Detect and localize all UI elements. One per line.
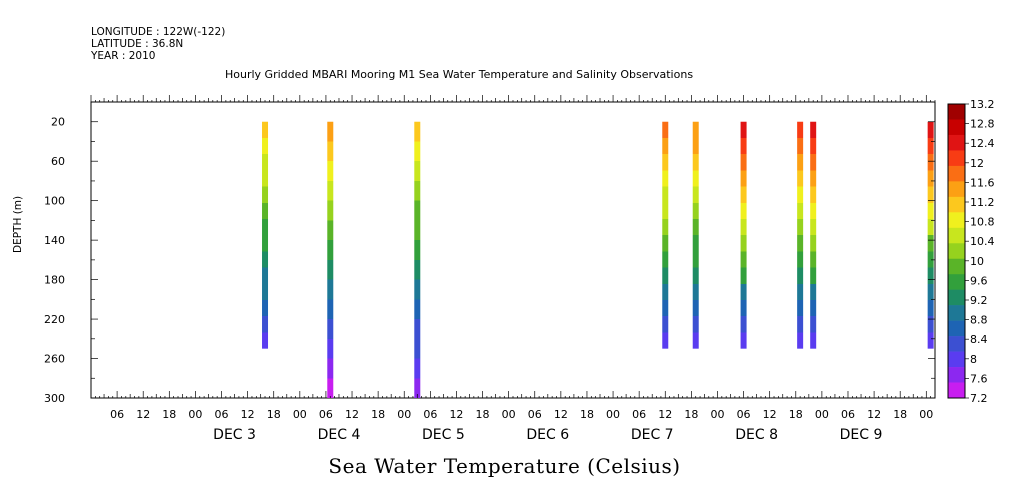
x-tick-label: 18 — [371, 408, 385, 421]
colorbar-swatch — [948, 227, 965, 244]
x-tick-label: 06 — [319, 408, 333, 421]
x-tick-label: 06 — [632, 408, 646, 421]
y-tick-label: 100 — [44, 195, 65, 208]
colorbar-label: 10 — [970, 255, 984, 268]
colorbar-swatch — [948, 150, 965, 167]
colorbar-swatch — [948, 367, 965, 383]
profile-column — [414, 121, 421, 398]
colorbar-swatch — [948, 165, 965, 182]
y-tick-label: 20 — [51, 116, 65, 129]
colorbar-label: 7.6 — [970, 372, 988, 385]
colorbar-label: 8.8 — [970, 314, 988, 327]
y-tick-label: 220 — [44, 313, 65, 326]
colorbar-swatch — [948, 134, 965, 151]
y-tick-label: 140 — [44, 234, 65, 247]
longitude-label: LONGITUDE : 122W(-122) — [91, 26, 226, 38]
x-tick-label: 18 — [162, 408, 176, 421]
x-tick-label: 12 — [554, 408, 568, 421]
x-tick-label: 00 — [710, 408, 724, 421]
colorbar-swatch — [948, 351, 965, 368]
x-tick-label: 12 — [345, 408, 359, 421]
y-tick-label: 180 — [44, 274, 65, 287]
x-tick-label: 12 — [867, 408, 881, 421]
x-tick-label: 06 — [528, 408, 542, 421]
colorbar-label: 13.2 — [970, 98, 995, 111]
colorbar-label: 12.8 — [970, 118, 995, 131]
colorbar-swatch — [948, 336, 965, 352]
profile-column — [810, 121, 817, 349]
day-label: DEC 4 — [318, 427, 361, 443]
day-label: DEC 5 — [422, 427, 465, 443]
colorbar-label: 7.2 — [970, 392, 988, 405]
colorbar-label: 8.4 — [970, 333, 988, 346]
profile-column — [692, 121, 699, 349]
latitude-label: LATITUDE : 36.8N — [91, 38, 184, 50]
profile-column — [927, 121, 934, 349]
x-tick-label: 18 — [684, 408, 698, 421]
x-tick-label: 18 — [267, 408, 281, 421]
x-tick-label: 00 — [815, 408, 829, 421]
colorbar-label: 10.8 — [970, 216, 995, 229]
colorbar-swatch — [948, 243, 965, 260]
profile-column — [797, 121, 804, 349]
plot-area — [90, 101, 936, 399]
x-tick-label: 00 — [293, 408, 307, 421]
day-label: DEC 6 — [526, 427, 569, 443]
day-label: DEC 9 — [840, 427, 883, 443]
x-tick-label: 12 — [136, 408, 150, 421]
x-tick-label: 00 — [919, 408, 933, 421]
x-tick-label: 12 — [241, 408, 255, 421]
y-tick-label: 60 — [51, 155, 65, 168]
colorbar-swatch — [948, 104, 965, 120]
colorbar-swatch — [948, 181, 965, 198]
colorbar-label: 11.2 — [970, 196, 995, 209]
day-label: DEC 7 — [631, 427, 674, 443]
x-tick-label: 18 — [893, 408, 907, 421]
colorbar-label: 12 — [970, 157, 984, 170]
colorbar-swatch — [948, 119, 965, 136]
colorbar-swatch — [948, 382, 965, 399]
x-tick-label: 18 — [789, 408, 803, 421]
profile-column — [327, 121, 334, 398]
colorbar-label: 11.6 — [970, 176, 995, 189]
colorbar-swatch — [948, 289, 965, 306]
colorbar-swatch — [948, 258, 965, 275]
colorbar-frame — [947, 103, 966, 399]
x-tick-label: 18 — [476, 408, 490, 421]
colorbar-swatch — [948, 320, 965, 337]
x-tick-label: 06 — [215, 408, 229, 421]
x-tick-label: 00 — [502, 408, 516, 421]
x-tick-label: 00 — [188, 408, 202, 421]
day-label: DEC 8 — [735, 427, 778, 443]
y-tick-label: 260 — [44, 353, 65, 366]
x-tick-label: 12 — [658, 408, 672, 421]
x-tick-label: 00 — [397, 408, 411, 421]
chart-title: Hourly Gridded MBARI Mooring M1 Sea Wate… — [225, 68, 694, 81]
profile-column — [740, 121, 747, 349]
profile-column — [262, 121, 269, 349]
colorbar-swatch — [948, 274, 965, 290]
x-tick-label: 18 — [580, 408, 594, 421]
x-tick-label: 12 — [763, 408, 777, 421]
colorbar-swatch — [948, 305, 965, 321]
y-tick-label: 300 — [44, 392, 65, 405]
colorbar-label: 12.4 — [970, 137, 995, 150]
colorbar-label: 8 — [970, 353, 977, 366]
year-label: YEAR : 2010 — [91, 50, 156, 62]
variable-title: Sea Water Temperature (Celsius) — [328, 454, 681, 478]
x-tick-label: 06 — [737, 408, 751, 421]
profile-column — [662, 121, 669, 349]
colorbar-label: 9.6 — [970, 274, 988, 287]
colorbar-swatch — [948, 196, 965, 213]
x-tick-label: 06 — [423, 408, 437, 421]
colorbar-label: 9.2 — [970, 294, 988, 307]
x-tick-label: 06 — [110, 408, 124, 421]
x-tick-label: 00 — [606, 408, 620, 421]
x-tick-label: 12 — [449, 408, 463, 421]
colorbar-swatch — [948, 212, 965, 229]
day-label: DEC 3 — [213, 427, 256, 443]
x-tick-label: 06 — [841, 408, 855, 421]
colorbar-label: 10.4 — [970, 235, 995, 248]
